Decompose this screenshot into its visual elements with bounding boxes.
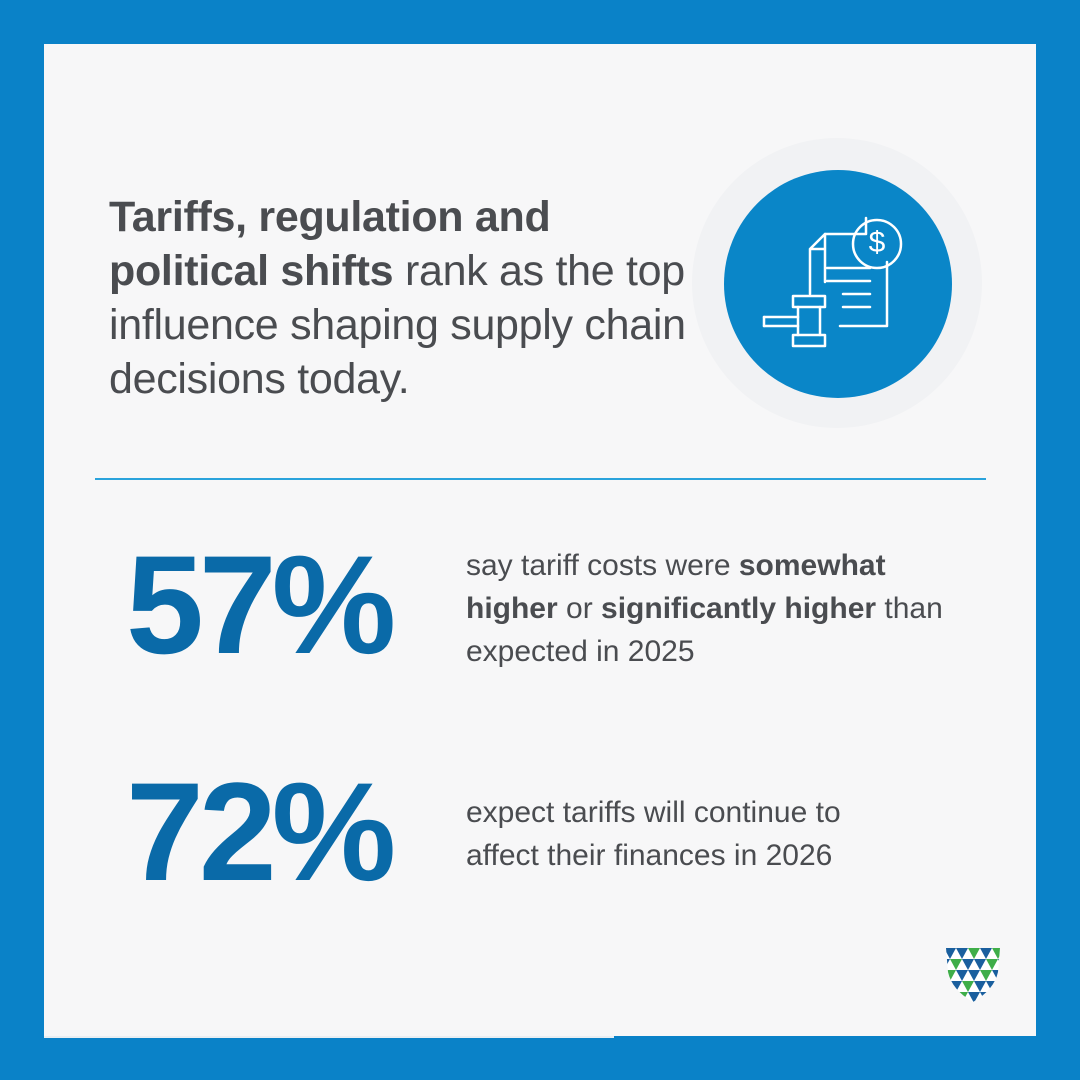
headline-rest: rank as the top influence shaping supply… xyxy=(109,247,686,403)
stat-57-text-2: or xyxy=(557,592,602,625)
dollar-symbol: $ xyxy=(868,226,886,259)
stat-72-value: 72% xyxy=(126,753,396,910)
section-divider xyxy=(95,478,986,480)
stat-57-text-3: than expected in 2025 xyxy=(466,592,943,668)
headline: Tariffs, regulation and political shifts… xyxy=(109,190,709,406)
bottom-rule xyxy=(44,1036,614,1038)
stat-57-bold-2: significantly higher xyxy=(601,592,877,625)
stat-57-text: say tariff costs were somewhat higher or… xyxy=(466,544,966,673)
headline-bold: Tariffs, regulation and political shifts xyxy=(109,193,551,295)
stat-57-value: 57% xyxy=(126,526,396,683)
stat-72-text: expect tariffs will continue to affect t… xyxy=(466,796,841,872)
stat-57-bold-1: somewhat higher xyxy=(466,549,886,625)
shield-logo-icon xyxy=(944,946,1002,1009)
stat-57-text-1: say tariff costs were xyxy=(466,549,739,582)
tariff-document-gavel-icon: $ xyxy=(724,170,952,398)
